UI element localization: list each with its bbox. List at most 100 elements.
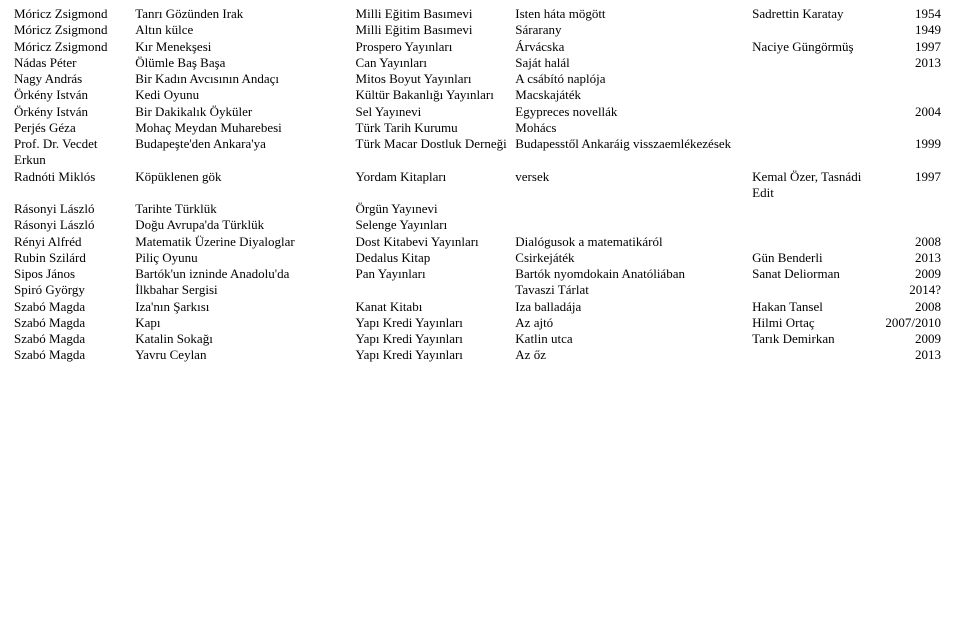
data-table: Móricz ZsigmondTanrı Gözünden IrakMilli … bbox=[14, 6, 945, 364]
title-tr-cell: Yavru Ceylan bbox=[135, 347, 355, 363]
publisher-cell: Sel Yayınevi bbox=[356, 104, 516, 120]
table-row: Sipos JánosBartók'un izninde Anadolu'daP… bbox=[14, 266, 945, 282]
year-cell: 2004 bbox=[879, 104, 945, 120]
author-cell: Szabó Magda bbox=[14, 331, 135, 347]
page: Móricz ZsigmondTanrı Gözünden IrakMilli … bbox=[0, 0, 959, 622]
author-cell: Rásonyi László bbox=[14, 201, 135, 217]
table-row: Szabó MagdaIza'nın ŞarkısıKanat KitabıIz… bbox=[14, 299, 945, 315]
publisher-cell: Kanat Kitabı bbox=[356, 299, 516, 315]
author-cell: Szabó Magda bbox=[14, 315, 135, 331]
author-cell: Örkény István bbox=[14, 87, 135, 103]
publisher-cell: Selenge Yayınları bbox=[356, 217, 516, 233]
publisher-cell: Kültür Bakanlığı Yayınları bbox=[356, 87, 516, 103]
author-cell: Örkény István bbox=[14, 104, 135, 120]
title-hu-cell: Az őz bbox=[515, 347, 752, 363]
author-cell: Prof. Dr. Vecdet Erkun bbox=[14, 136, 135, 169]
title-hu-cell: Budapesstől Ankaráig visszaemlékezések bbox=[515, 136, 752, 169]
publisher-cell: Yapı Kredi Yayınları bbox=[356, 347, 516, 363]
publisher-cell: Milli Eğitim Basımevi bbox=[356, 6, 516, 22]
title-hu-cell: Katlin utca bbox=[515, 331, 752, 347]
author-cell: Nádas Péter bbox=[14, 55, 135, 71]
translator-cell bbox=[752, 347, 879, 363]
translator-cell bbox=[752, 87, 879, 103]
title-hu-cell: Csirkejáték bbox=[515, 250, 752, 266]
table-row: Rubin SzilárdPiliç OyunuDedalus KitapCsi… bbox=[14, 250, 945, 266]
title-hu-cell: Tavaszi Tárlat bbox=[515, 282, 752, 298]
title-tr-cell: Iza'nın Şarkısı bbox=[135, 299, 355, 315]
author-cell: Sipos János bbox=[14, 266, 135, 282]
title-tr-cell: Köpüklenen gök bbox=[135, 169, 355, 202]
publisher-cell: Yordam Kitapları bbox=[356, 169, 516, 202]
author-cell: Rényi Alfréd bbox=[14, 234, 135, 250]
publisher-cell bbox=[356, 282, 516, 298]
title-hu-cell: Árvácska bbox=[515, 39, 752, 55]
year-cell: 1954 bbox=[879, 6, 945, 22]
table-row: Rásonyi LászlóDoğu Avrupa'da TürklükSele… bbox=[14, 217, 945, 233]
year-cell: 2013 bbox=[879, 55, 945, 71]
table-row: Prof. Dr. Vecdet ErkunBudapeşte'den Anka… bbox=[14, 136, 945, 169]
year-cell bbox=[879, 201, 945, 217]
translator-cell: Hilmi Ortaç bbox=[752, 315, 879, 331]
translator-cell bbox=[752, 201, 879, 217]
title-hu-cell: Bartók nyomdokain Anatóliában bbox=[515, 266, 752, 282]
author-cell: Rásonyi László bbox=[14, 217, 135, 233]
table-row: Szabó MagdaKapıYapı Kredi YayınlarıAz aj… bbox=[14, 315, 945, 331]
publisher-cell: Milli Eğitim Basımevi bbox=[356, 22, 516, 38]
year-cell bbox=[879, 120, 945, 136]
table-row: Nagy AndrásBir Kadın Avcısının AndaçıMit… bbox=[14, 71, 945, 87]
translator-cell bbox=[752, 217, 879, 233]
title-hu-cell: Sárarany bbox=[515, 22, 752, 38]
title-tr-cell: Tarihte Türklük bbox=[135, 201, 355, 217]
table-row: Móricz ZsigmondKır MenekşesiProspero Yay… bbox=[14, 39, 945, 55]
year-cell: 2008 bbox=[879, 234, 945, 250]
year-cell: 2009 bbox=[879, 331, 945, 347]
author-cell: Móricz Zsigmond bbox=[14, 39, 135, 55]
table-row: Radnóti MiklósKöpüklenen gökYordam Kitap… bbox=[14, 169, 945, 202]
table-row: Örkény IstvánKedi OyunuKültür Bakanlığı … bbox=[14, 87, 945, 103]
author-cell: Perjés Géza bbox=[14, 120, 135, 136]
publisher-cell: Prospero Yayınları bbox=[356, 39, 516, 55]
title-hu-cell bbox=[515, 217, 752, 233]
publisher-cell: Can Yayınları bbox=[356, 55, 516, 71]
publisher-cell: Dedalus Kitap bbox=[356, 250, 516, 266]
year-cell: 1999 bbox=[879, 136, 945, 169]
title-tr-cell: Ölümle Baş Başa bbox=[135, 55, 355, 71]
publisher-cell: Pan Yayınları bbox=[356, 266, 516, 282]
table-row: Örkény IstvánBir Dakikalık ÖykülerSel Ya… bbox=[14, 104, 945, 120]
title-tr-cell: Kedi Oyunu bbox=[135, 87, 355, 103]
author-cell: Szabó Magda bbox=[14, 347, 135, 363]
title-tr-cell: İlkbahar Sergisi bbox=[135, 282, 355, 298]
title-tr-cell: Bartók'un izninde Anadolu'da bbox=[135, 266, 355, 282]
publisher-cell: Yapı Kredi Yayınları bbox=[356, 315, 516, 331]
author-cell: Spiró György bbox=[14, 282, 135, 298]
translator-cell: Sanat Deliorman bbox=[752, 266, 879, 282]
author-cell: Rubin Szilárd bbox=[14, 250, 135, 266]
publisher-cell: Örgün Yayınevi bbox=[356, 201, 516, 217]
title-hu-cell: Dialógusok a matematikáról bbox=[515, 234, 752, 250]
publisher-cell: Dost Kitabevi Yayınları bbox=[356, 234, 516, 250]
publisher-cell: Yapı Kredi Yayınları bbox=[356, 331, 516, 347]
title-tr-cell: Kır Menekşesi bbox=[135, 39, 355, 55]
translator-cell: Kemal Özer, Tasnádi Edit bbox=[752, 169, 879, 202]
title-tr-cell: Mohaç Meydan Muharebesi bbox=[135, 120, 355, 136]
title-tr-cell: Altın külce bbox=[135, 22, 355, 38]
year-cell: 2013 bbox=[879, 250, 945, 266]
author-cell: Radnóti Miklós bbox=[14, 169, 135, 202]
title-hu-cell: versek bbox=[515, 169, 752, 202]
translator-cell bbox=[752, 282, 879, 298]
table-row: Szabó MagdaKatalin SokağıYapı Kredi Yayı… bbox=[14, 331, 945, 347]
publisher-cell: Türk Tarih Kurumu bbox=[356, 120, 516, 136]
translator-cell bbox=[752, 22, 879, 38]
author-cell: Móricz Zsigmond bbox=[14, 22, 135, 38]
title-hu-cell: Iza balladája bbox=[515, 299, 752, 315]
translator-cell: Gün Benderli bbox=[752, 250, 879, 266]
table-row: Spiró Györgyİlkbahar Sergisi Tavaszi Tárl… bbox=[14, 282, 945, 298]
translator-cell bbox=[752, 120, 879, 136]
publisher-cell: Mitos Boyut Yayınları bbox=[356, 71, 516, 87]
year-cell bbox=[879, 71, 945, 87]
title-tr-cell: Tanrı Gözünden Irak bbox=[135, 6, 355, 22]
translator-cell bbox=[752, 104, 879, 120]
title-tr-cell: Doğu Avrupa'da Türklük bbox=[135, 217, 355, 233]
year-cell: 2008 bbox=[879, 299, 945, 315]
year-cell bbox=[879, 217, 945, 233]
